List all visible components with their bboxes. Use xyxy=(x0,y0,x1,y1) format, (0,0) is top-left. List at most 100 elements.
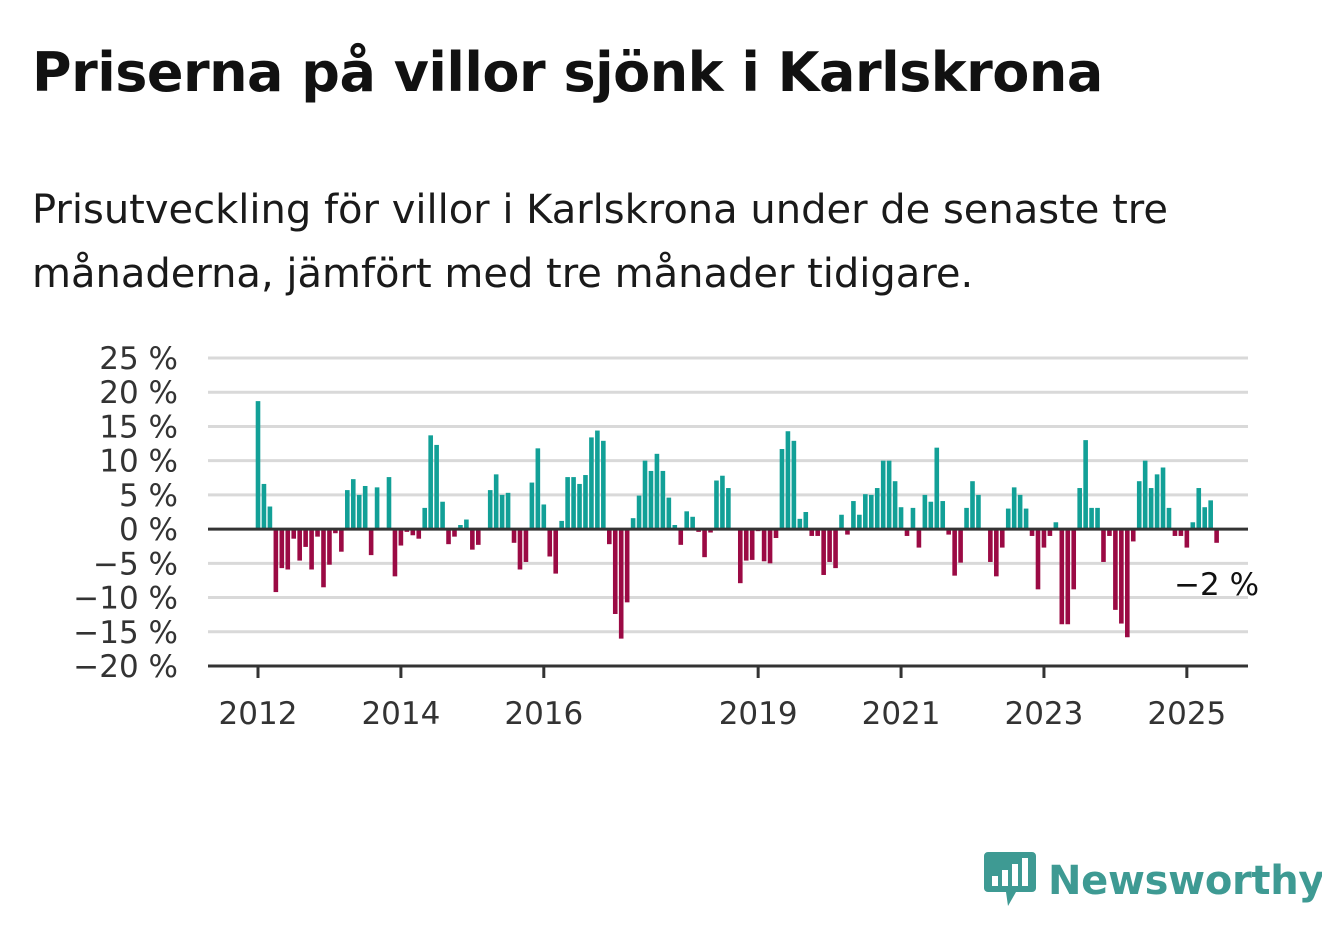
bar xyxy=(595,430,600,530)
bar xyxy=(714,480,719,530)
bar xyxy=(863,494,868,530)
bar xyxy=(874,488,880,530)
bar xyxy=(642,460,648,530)
y-tick-label: −10 % xyxy=(73,581,178,617)
bar xyxy=(1119,529,1124,624)
y-axis-ticks: 25 %20 %15 %10 %5 %0 %−5 %−10 %−15 %−20 … xyxy=(73,341,178,685)
bar xyxy=(916,529,922,548)
bar xyxy=(416,529,422,539)
bar xyxy=(553,529,559,574)
bar xyxy=(517,529,523,570)
bar xyxy=(851,501,856,530)
bar xyxy=(898,507,904,530)
bar xyxy=(660,470,666,530)
bar xyxy=(571,477,576,530)
bar xyxy=(321,529,326,588)
y-tick-label: 20 % xyxy=(99,375,178,411)
bar xyxy=(1005,508,1011,530)
x-tick-label: 2023 xyxy=(1004,696,1083,732)
bar xyxy=(636,495,642,530)
bar xyxy=(333,529,338,534)
bar xyxy=(1047,529,1053,536)
bar xyxy=(827,529,832,562)
bar xyxy=(737,529,743,584)
bar xyxy=(339,529,344,552)
bar xyxy=(529,482,535,530)
y-tick-label: −15 % xyxy=(73,615,178,651)
bar xyxy=(398,529,404,546)
bar xyxy=(767,529,773,564)
y-tick-label: 5 % xyxy=(119,478,178,514)
bar xyxy=(726,488,731,530)
newsworthy-brand-name: Newsworthy xyxy=(1048,858,1322,904)
bar xyxy=(618,529,624,639)
bar xyxy=(1083,440,1088,530)
bar xyxy=(809,529,815,536)
chart-title: Priserna på villor sjönk i Karlskrona xyxy=(32,41,1103,104)
bar xyxy=(565,477,570,530)
bar xyxy=(1202,507,1208,530)
bar xyxy=(452,529,457,537)
bar xyxy=(434,444,439,530)
bar xyxy=(458,525,463,530)
bar xyxy=(297,529,302,561)
y-tick-label: 10 % xyxy=(99,444,178,480)
bar xyxy=(470,529,475,550)
y-tick-label: −5 % xyxy=(93,546,178,582)
bar xyxy=(952,529,957,576)
y-tick-label: −20 % xyxy=(73,649,178,685)
x-tick-label: 2021 xyxy=(862,696,941,732)
bar xyxy=(285,529,291,570)
bar xyxy=(922,494,928,530)
bar xyxy=(1125,529,1130,638)
bar xyxy=(535,448,541,530)
bar xyxy=(1089,507,1094,530)
bar xyxy=(761,529,767,562)
bar xyxy=(1095,507,1100,530)
bar xyxy=(994,529,999,577)
bar xyxy=(476,529,481,545)
bar xyxy=(1065,529,1071,625)
bar xyxy=(934,447,940,530)
bar xyxy=(845,529,850,535)
bar xyxy=(666,497,672,530)
bar xyxy=(1130,529,1136,542)
bar xyxy=(988,529,993,562)
bar xyxy=(583,475,588,530)
bar xyxy=(440,501,445,530)
bar xyxy=(970,481,975,530)
bar xyxy=(1196,488,1202,530)
bar xyxy=(702,529,707,558)
bar xyxy=(267,506,273,530)
last-value-annotation: −2 % xyxy=(1174,567,1259,603)
bar xyxy=(815,529,820,536)
bar xyxy=(446,529,451,545)
bar xyxy=(1077,488,1082,530)
bar xyxy=(720,475,725,530)
bar xyxy=(1059,529,1065,625)
newsworthy-brand: Newsworthy xyxy=(982,848,1322,914)
bar xyxy=(821,529,826,575)
y-tick-label: 0 % xyxy=(119,512,178,548)
bar xyxy=(1029,529,1035,536)
bar xyxy=(1071,529,1077,590)
chart-subtitle: Prisutveckling för villor i Karlskrona u… xyxy=(32,187,1168,297)
bar xyxy=(612,529,618,614)
bar xyxy=(410,529,416,536)
bar xyxy=(946,529,951,535)
bar xyxy=(505,492,511,530)
bar-chart: 25 %20 %15 %10 %5 %0 %−5 %−10 %−15 %−20 … xyxy=(73,341,1259,732)
bar xyxy=(523,529,529,562)
bar xyxy=(773,529,779,539)
bar xyxy=(749,529,755,560)
bar xyxy=(511,529,517,543)
bar xyxy=(1214,529,1219,543)
x-tick-label: 2016 xyxy=(504,696,583,732)
bar xyxy=(964,507,969,530)
bar xyxy=(1166,507,1172,530)
bar xyxy=(1113,529,1118,610)
bar xyxy=(464,519,469,530)
bar xyxy=(1172,529,1178,536)
bar xyxy=(904,529,910,536)
bar xyxy=(785,431,791,530)
